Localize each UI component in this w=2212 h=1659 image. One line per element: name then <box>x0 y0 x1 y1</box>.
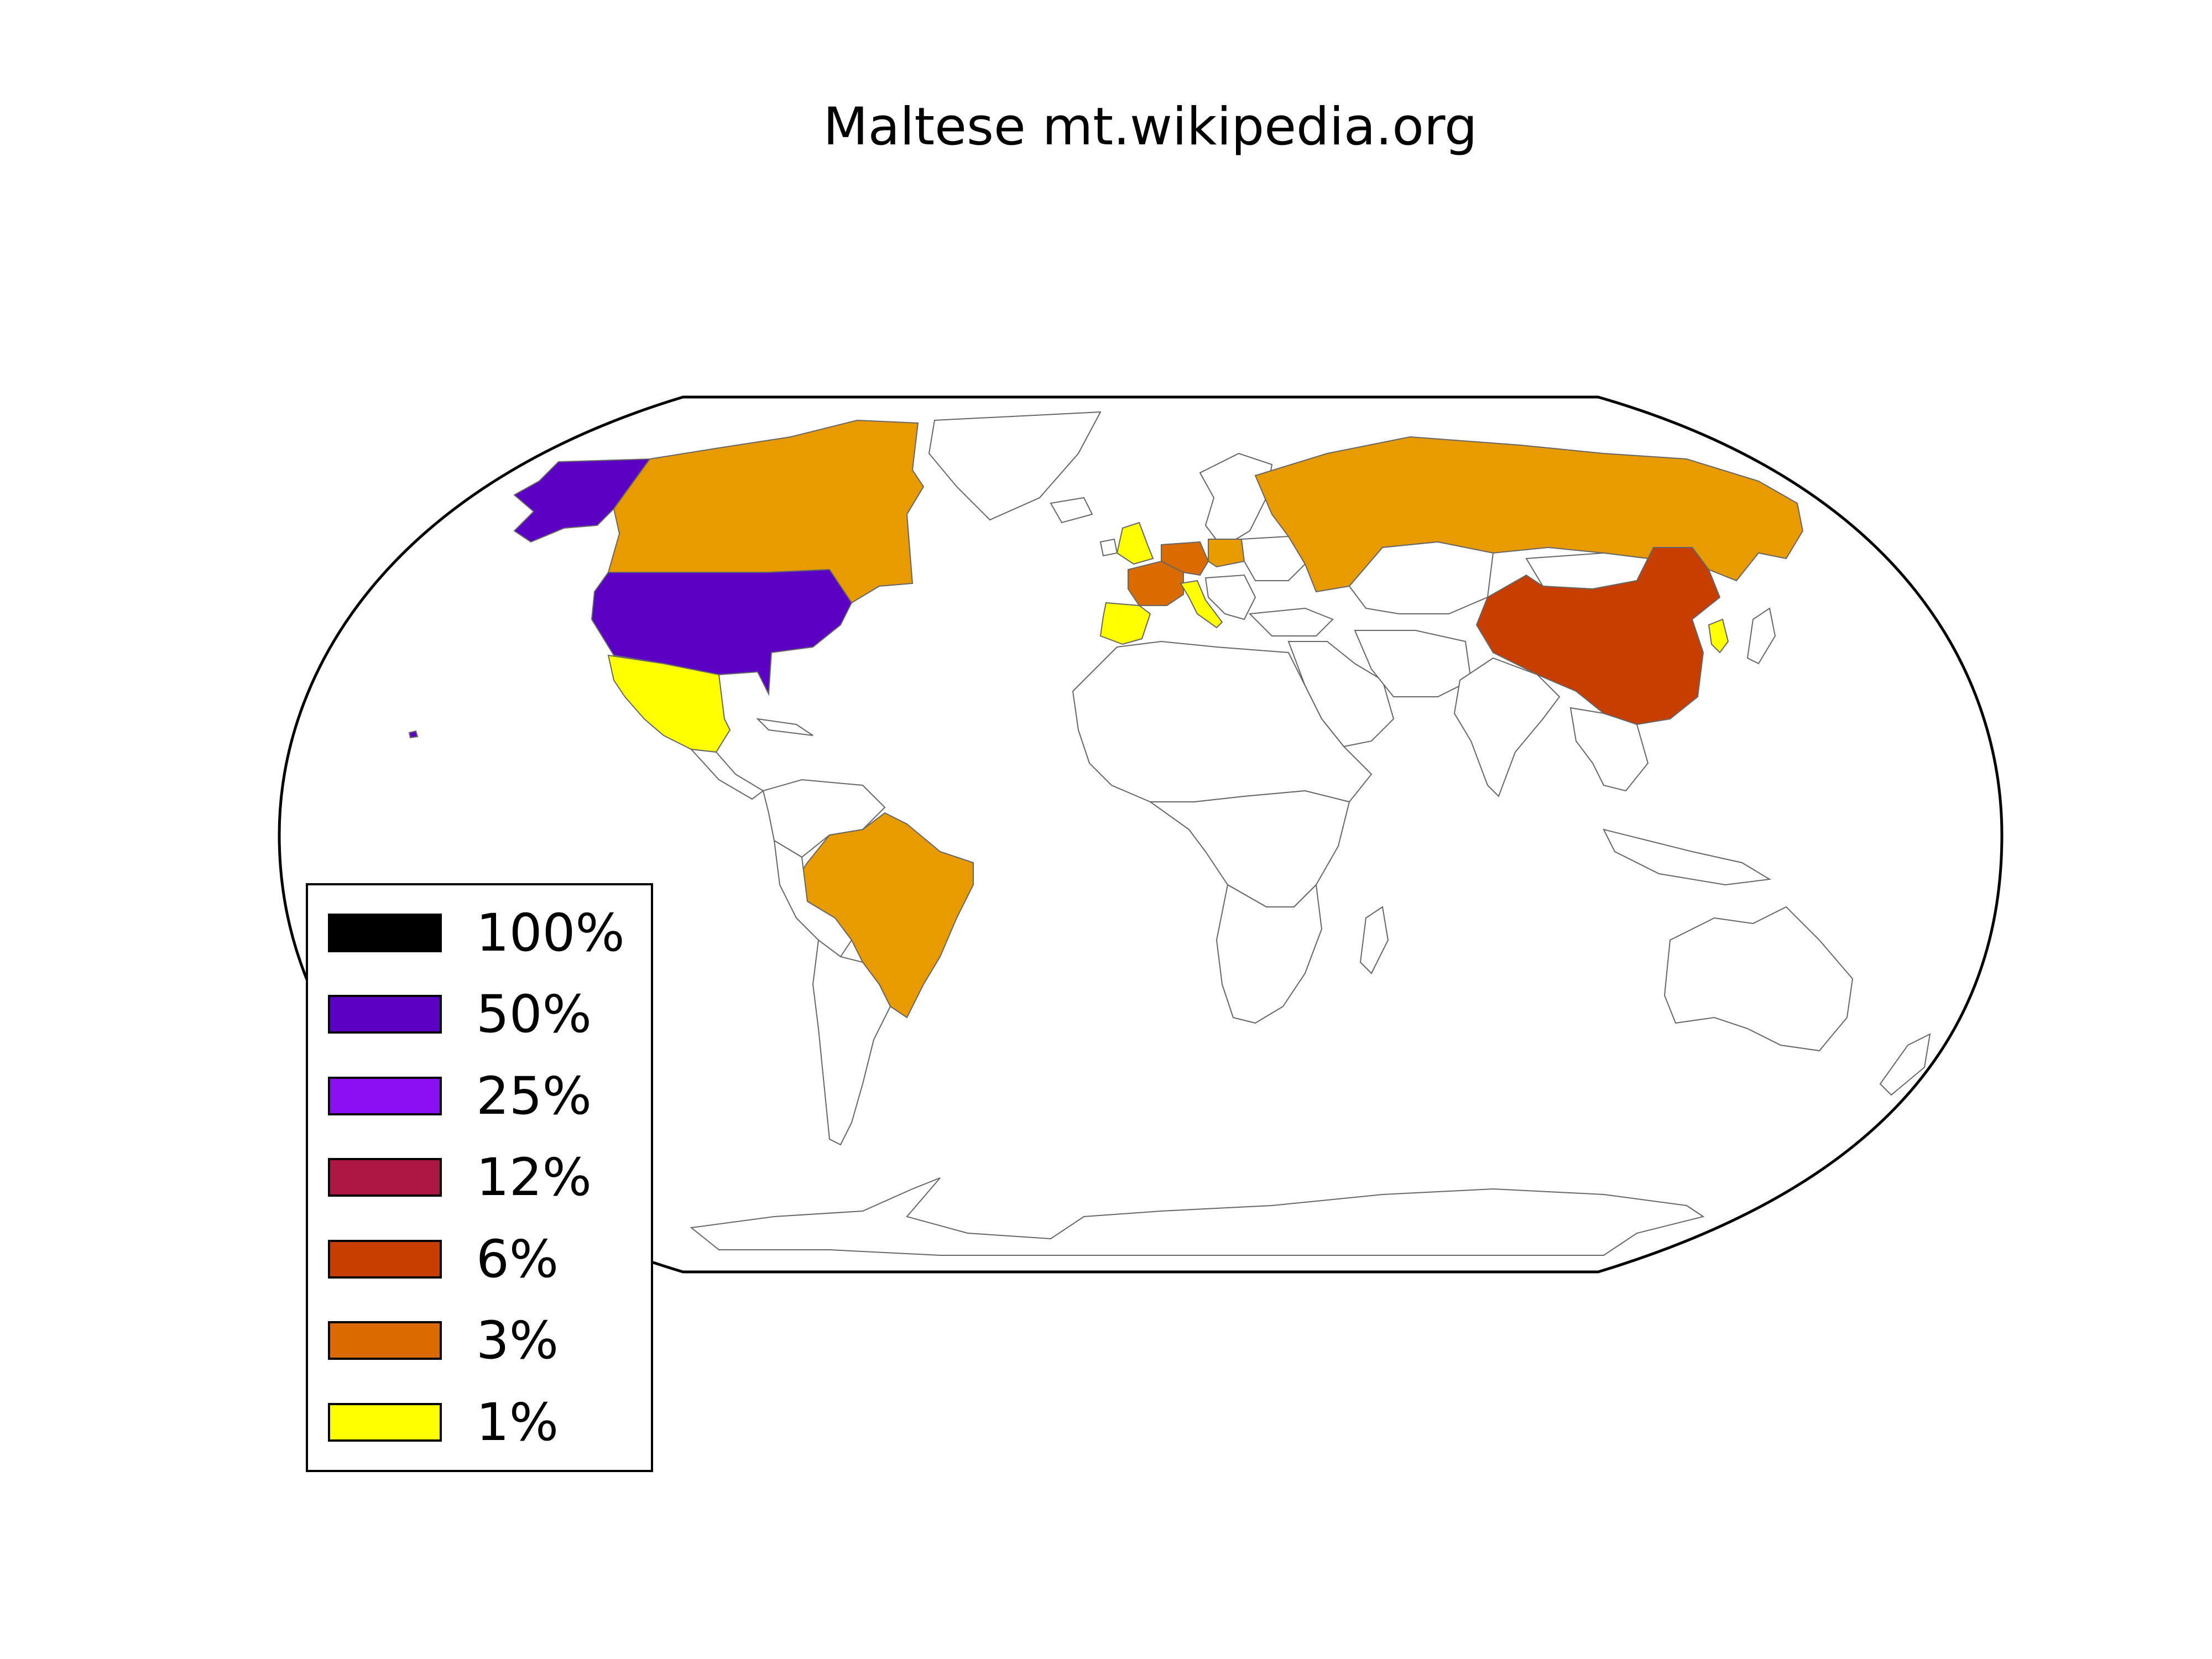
legend-label: 3% <box>476 1311 559 1371</box>
country-iran-afghanistan <box>1354 630 1472 697</box>
country-japan <box>1746 607 1776 665</box>
legend-swatch <box>328 1077 442 1115</box>
country-usa <box>591 568 853 696</box>
legend-label: 1% <box>476 1392 559 1453</box>
legend-swatch <box>328 914 442 952</box>
country-peru-bolivia <box>773 839 853 958</box>
legend-label: 100% <box>476 903 625 963</box>
country-iceland <box>1050 497 1093 524</box>
country-scandinavia <box>1199 452 1273 549</box>
country-poland <box>1208 539 1245 568</box>
legend-item: 12% <box>328 1150 638 1206</box>
country-germany-benelux <box>1161 541 1209 576</box>
legend-label: 6% <box>476 1229 559 1290</box>
country-new-zealand <box>1879 1033 1931 1096</box>
country-madagascar <box>1359 906 1389 974</box>
country-canada <box>607 419 925 604</box>
country-southern-africa <box>1215 883 1323 1024</box>
country-greenland <box>928 411 1102 521</box>
country-india <box>1453 657 1561 797</box>
country-spain <box>1099 602 1151 645</box>
legend-item: 25% <box>328 1069 638 1124</box>
legend-label: 50% <box>476 984 592 1045</box>
country-north-africa <box>1072 640 1373 803</box>
legend-swatch <box>328 1403 442 1442</box>
country-cuba <box>756 718 813 736</box>
legend-item: 100% <box>328 906 638 961</box>
legend-swatch <box>328 995 442 1034</box>
country-balkans <box>1204 574 1256 620</box>
countries <box>408 411 1931 1256</box>
map-legend: 100% 50% 25% 12% 6% 3% 1% <box>306 883 653 1472</box>
country-ireland <box>1099 538 1118 557</box>
country-antarctica <box>690 1177 1705 1256</box>
legend-item: 1% <box>328 1395 638 1451</box>
legend-swatch <box>328 1158 442 1197</box>
map-title: Maltese mt.wikipedia.org <box>823 97 1478 157</box>
legend-item: 6% <box>328 1232 638 1287</box>
country-australia <box>1663 906 1854 1052</box>
legend-item: 3% <box>328 1313 638 1369</box>
country-turkey <box>1248 607 1334 637</box>
country-argentina-chile <box>812 939 891 1146</box>
country-indonesia <box>1603 828 1771 886</box>
country-southeast-asia <box>1569 707 1649 792</box>
legend-label: 12% <box>476 1147 592 1208</box>
country-korea <box>1708 618 1729 654</box>
country-italy <box>1180 580 1223 629</box>
country-china <box>1475 547 1721 726</box>
legend-label: 25% <box>476 1066 592 1126</box>
legend-swatch <box>328 1321 442 1360</box>
legend-swatch <box>328 1240 442 1279</box>
legend-item: 50% <box>328 987 638 1042</box>
country-hawaii <box>408 730 419 739</box>
